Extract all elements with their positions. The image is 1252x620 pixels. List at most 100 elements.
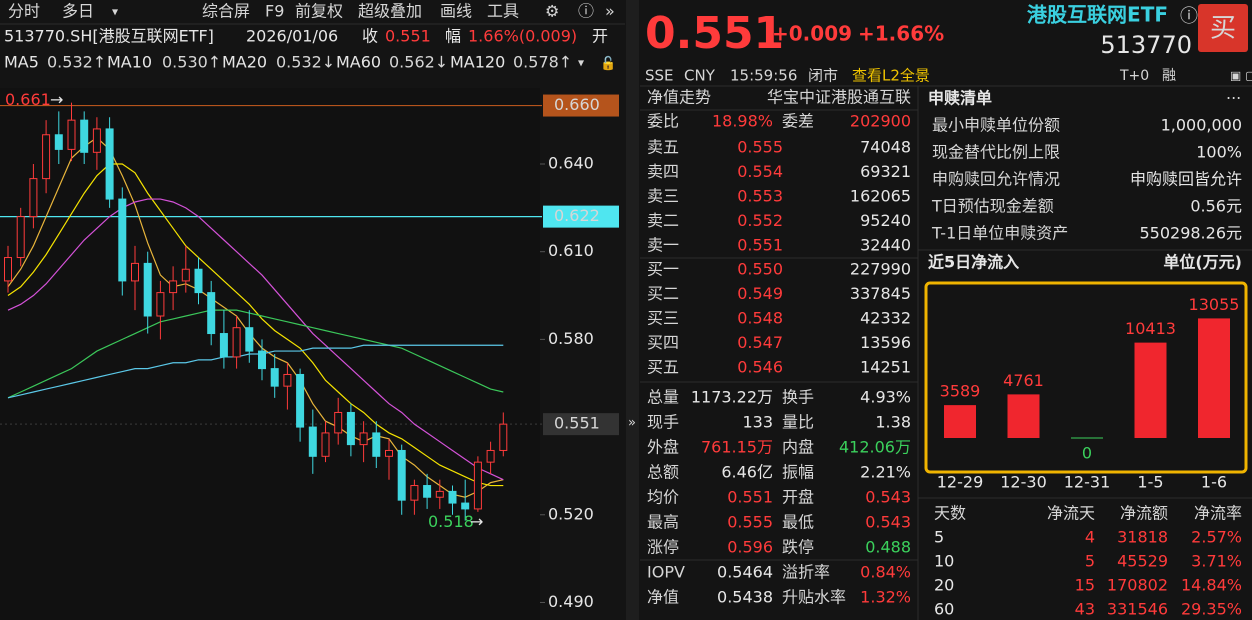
more-icon[interactable]: ▣ ▢ ▣ [1230,69,1252,83]
legend-name: MA60 [336,53,381,72]
candle-body [207,292,216,335]
info-close-label: 收 [362,27,378,46]
candle-body [258,350,266,370]
price-line-label: 0.660 [554,95,600,114]
info-range: 1.66%(0.009) [468,27,577,46]
settings-icon[interactable]: ⚙ [545,2,559,21]
book-price: 0.547 [737,333,783,352]
sub-label: 现金替代比例上限 [932,143,1060,162]
change-pct: +1.66% [858,22,944,46]
book-price: 0.552 [737,211,783,230]
candle-body [321,432,330,457]
book-volume: 42332 [860,309,911,328]
table-cell: 20 [934,576,954,595]
candle-body [143,262,152,317]
candle-body [219,333,228,358]
ma-line [7,344,504,399]
y-tick-label: 0.610 [548,241,594,260]
row-label: 振幅 [782,463,814,482]
security-name: 港股互联网ETF [1027,3,1168,27]
candle-body [156,292,165,317]
candle-body [423,485,432,498]
row-value: 1173.22万 [691,388,773,407]
candle-body [54,134,63,150]
row-label: 净值 [647,588,679,607]
book-label: 买三 [647,309,679,328]
candle-body [105,128,114,200]
candle-body [270,368,279,387]
legend-value: 0.530↑ [162,53,221,72]
row-value: 0.543 [865,513,911,532]
high-label: 0.661 [5,90,51,109]
collapse-icon[interactable]: » [605,2,615,21]
nav-trend-tab[interactable]: 净值走势 [647,88,711,107]
toolbar-item[interactable]: 超级叠加 [358,2,422,21]
candle-body [346,411,355,446]
table-cell: 43 [1075,600,1095,619]
table-header: 净流天 [1047,504,1095,523]
price-line-label: 0.551 [554,414,600,433]
candle-body [461,502,470,510]
table-header: 净流额 [1120,504,1168,523]
candle-body [435,490,444,498]
toolbar-item[interactable]: F9 [265,2,284,21]
candle-body [410,485,419,501]
book-volume: 32440 [860,236,911,255]
quote-currency: CNY [684,67,716,85]
dropdown-icon[interactable]: ▾ [112,5,118,19]
y-tick-label: 0.640 [548,154,594,173]
book-volume: 74048 [860,138,911,157]
table-cell: 45529 [1117,552,1168,571]
more-icon[interactable]: ··· [1226,89,1241,108]
candle-body [308,426,317,457]
l2-link[interactable]: 查看L2全景 [852,67,930,85]
candle-body [359,432,368,446]
price-line-box [543,413,619,436]
buy-button[interactable] [1198,4,1248,52]
info-close: 0.551 [385,27,431,46]
splitter[interactable] [626,0,639,620]
sub-value: 550298.26元 [1139,224,1242,243]
candle-body [194,268,203,294]
toolbar-item[interactable]: 前复权 [295,2,343,21]
candle-body [42,134,51,180]
t0-label: T+0 [1119,68,1149,84]
tab[interactable]: 多日 [62,2,94,21]
toolbar-item[interactable]: 画线 [440,2,472,21]
info-icon[interactable]: ⓘ [1180,6,1198,27]
row-value: 202900 [850,112,911,131]
row-label: 现手 [647,413,679,432]
row-label: 委比 [647,112,679,131]
row-value: 412.06万 [839,438,911,457]
help-icon[interactable]: ⓘ [578,2,594,21]
book-price: 0.555 [737,138,783,157]
dropdown-icon[interactable]: ▾ [578,56,584,70]
tab[interactable]: 分时 [8,2,40,21]
expand-icon[interactable]: » [628,416,636,431]
highlight-frame [924,281,1248,474]
price-line-label: 0.622 [554,206,600,225]
candle-body [397,449,406,501]
x-tick-label: 1-5 [1137,473,1163,492]
price-line-box [543,205,619,228]
book-price: 0.548 [737,309,783,328]
row-label: 总量 [647,388,679,407]
row-label: 涨停 [647,538,679,557]
row-label: 最低 [782,513,814,532]
quote-time: 15:59:56 [730,67,797,85]
toolbar-item[interactable]: 综合屏 [202,2,250,21]
x-tick-label: 12-31 [1064,473,1111,492]
toolbar-item[interactable]: 工具 [487,2,519,21]
candle-body [181,268,190,282]
book-label: 买五 [647,358,679,377]
table-cell: 5 [1085,552,1095,571]
row-label: 开盘 [782,488,814,507]
book-price: 0.546 [737,358,783,377]
book-price: 0.549 [737,284,783,303]
buy-label[interactable]: 买 [1210,14,1236,44]
sub-label: 最小申赎单位份额 [932,116,1060,135]
table-cell: 2.57% [1191,528,1242,547]
lock-icon[interactable]: 🔓 [600,56,616,72]
row-label: 均价 [647,488,679,507]
candle-body [92,128,101,153]
